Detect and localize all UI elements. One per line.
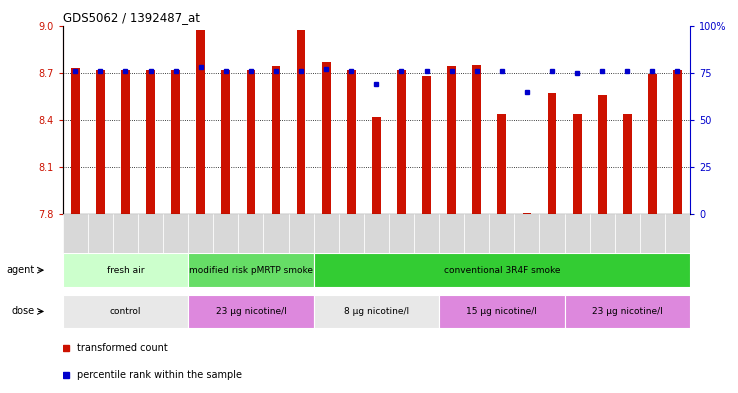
Bar xyxy=(514,214,539,259)
Bar xyxy=(590,214,615,259)
Bar xyxy=(598,95,607,214)
Bar xyxy=(196,30,205,214)
Bar xyxy=(63,214,88,259)
Bar xyxy=(146,70,155,214)
Bar xyxy=(565,214,590,259)
Text: 15 μg nicotine/l: 15 μg nicotine/l xyxy=(466,307,537,316)
Bar xyxy=(573,114,582,214)
Text: GDS5062 / 1392487_at: GDS5062 / 1392487_at xyxy=(63,11,200,24)
Bar xyxy=(88,214,113,259)
Text: transformed count: transformed count xyxy=(77,343,168,353)
Bar xyxy=(289,214,314,259)
Bar xyxy=(439,295,565,328)
Bar xyxy=(314,295,439,328)
Bar xyxy=(163,214,188,259)
Bar xyxy=(322,62,331,214)
Bar xyxy=(314,214,339,259)
Bar xyxy=(63,295,188,328)
Text: 23 μg nicotine/l: 23 μg nicotine/l xyxy=(215,307,286,316)
Bar xyxy=(63,253,188,287)
Bar xyxy=(171,70,180,214)
Bar xyxy=(71,68,80,214)
Bar xyxy=(314,253,690,287)
Text: dose: dose xyxy=(11,307,35,316)
Bar xyxy=(640,214,665,259)
Bar xyxy=(565,295,690,328)
Bar xyxy=(539,214,565,259)
Bar xyxy=(623,114,632,214)
Bar xyxy=(188,253,314,287)
Bar xyxy=(389,214,414,259)
Bar xyxy=(372,117,381,214)
Bar xyxy=(665,214,690,259)
Text: modified risk pMRTP smoke: modified risk pMRTP smoke xyxy=(189,266,313,275)
Bar xyxy=(489,214,514,259)
Bar xyxy=(673,70,682,214)
Bar xyxy=(447,66,456,214)
Text: control: control xyxy=(110,307,141,316)
Bar xyxy=(397,70,406,214)
Bar xyxy=(188,295,314,328)
Bar xyxy=(246,70,255,214)
Bar xyxy=(422,76,431,214)
Bar xyxy=(464,214,489,259)
Bar xyxy=(213,214,238,259)
Bar xyxy=(238,214,263,259)
Bar xyxy=(347,70,356,214)
Bar xyxy=(113,214,138,259)
Bar xyxy=(648,74,657,214)
Text: conventional 3R4F smoke: conventional 3R4F smoke xyxy=(444,266,560,275)
Bar xyxy=(138,214,163,259)
Text: 8 μg nicotine/l: 8 μg nicotine/l xyxy=(344,307,409,316)
Bar xyxy=(96,70,105,214)
Bar xyxy=(188,214,213,259)
Bar xyxy=(339,214,364,259)
Bar xyxy=(615,214,640,259)
Bar xyxy=(439,214,464,259)
Bar xyxy=(414,214,439,259)
Bar xyxy=(364,214,389,259)
Bar xyxy=(548,93,556,214)
Bar xyxy=(221,70,230,214)
Bar xyxy=(263,214,289,259)
Bar xyxy=(272,66,280,214)
Bar xyxy=(472,65,481,214)
Text: 23 μg nicotine/l: 23 μg nicotine/l xyxy=(592,307,663,316)
Text: percentile rank within the sample: percentile rank within the sample xyxy=(77,370,243,380)
Text: agent: agent xyxy=(6,265,35,275)
Bar xyxy=(497,114,506,214)
Bar xyxy=(121,70,130,214)
Bar xyxy=(523,213,531,214)
Bar xyxy=(297,30,306,214)
Text: fresh air: fresh air xyxy=(107,266,144,275)
